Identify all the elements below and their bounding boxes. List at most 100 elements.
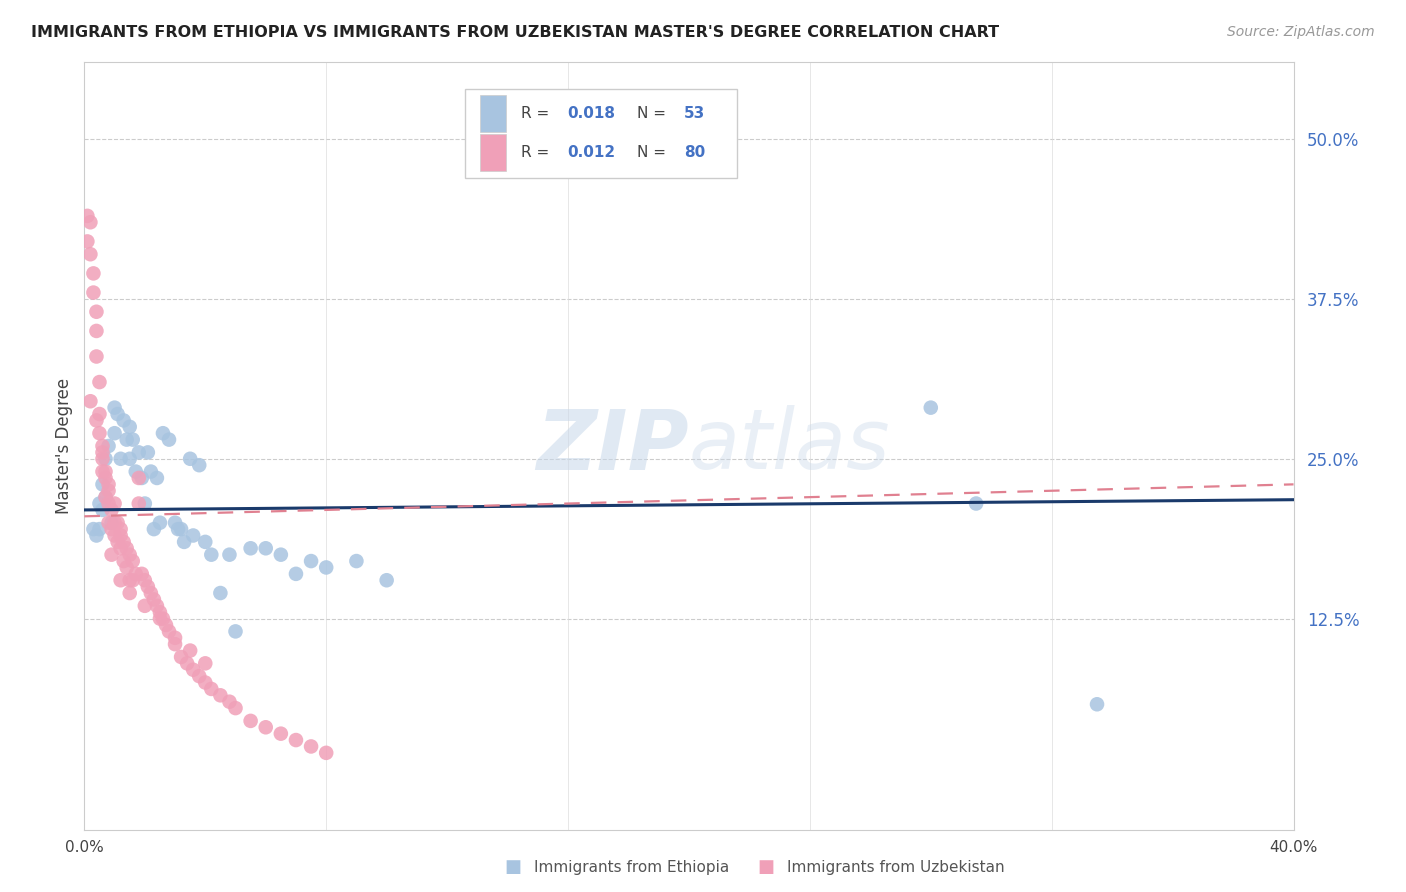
Point bbox=[218, 695, 240, 709]
Point bbox=[194, 534, 217, 549]
Point bbox=[89, 426, 111, 441]
Point bbox=[165, 516, 187, 530]
Point bbox=[94, 471, 117, 485]
Point bbox=[91, 503, 114, 517]
Point bbox=[128, 496, 150, 510]
Text: atlas: atlas bbox=[689, 406, 890, 486]
Point bbox=[285, 733, 308, 747]
Point bbox=[346, 554, 368, 568]
Point bbox=[128, 471, 150, 485]
Point bbox=[107, 534, 129, 549]
Point bbox=[104, 401, 127, 415]
Point bbox=[76, 209, 98, 223]
Point bbox=[86, 350, 108, 364]
Point bbox=[118, 548, 141, 562]
Point bbox=[134, 496, 156, 510]
Point bbox=[181, 528, 204, 542]
Point bbox=[121, 573, 143, 587]
Point bbox=[188, 669, 211, 683]
Point bbox=[112, 534, 135, 549]
Text: Immigrants from Ethiopia: Immigrants from Ethiopia bbox=[534, 860, 730, 874]
Point bbox=[239, 714, 262, 728]
Bar bbox=[479, 95, 506, 132]
Point bbox=[170, 522, 193, 536]
Point bbox=[110, 522, 132, 536]
Point bbox=[134, 573, 156, 587]
Point bbox=[94, 451, 117, 466]
Point bbox=[107, 407, 129, 421]
Point bbox=[225, 701, 247, 715]
Point bbox=[200, 681, 222, 696]
Point bbox=[173, 534, 195, 549]
Point bbox=[112, 554, 135, 568]
Point bbox=[104, 528, 127, 542]
Point bbox=[91, 477, 114, 491]
Point bbox=[315, 746, 337, 760]
Point bbox=[118, 451, 141, 466]
Point bbox=[91, 445, 114, 459]
Point bbox=[79, 394, 101, 409]
Point bbox=[176, 657, 198, 671]
Point bbox=[97, 516, 120, 530]
Point bbox=[86, 528, 108, 542]
Point bbox=[134, 599, 156, 613]
Point bbox=[125, 566, 148, 581]
Point bbox=[100, 522, 122, 536]
Point bbox=[104, 426, 127, 441]
Point bbox=[107, 516, 129, 530]
Point bbox=[110, 528, 132, 542]
Point bbox=[94, 490, 117, 504]
Point bbox=[131, 471, 153, 485]
Point bbox=[115, 433, 138, 447]
Point bbox=[121, 554, 143, 568]
Point bbox=[91, 465, 114, 479]
Point bbox=[270, 548, 292, 562]
Point bbox=[128, 445, 150, 459]
Point bbox=[91, 451, 114, 466]
Point bbox=[94, 490, 117, 504]
Point bbox=[139, 586, 162, 600]
Point bbox=[142, 522, 165, 536]
Point bbox=[86, 304, 108, 318]
Point bbox=[146, 599, 169, 613]
Point bbox=[155, 618, 177, 632]
Point bbox=[118, 573, 141, 587]
Point bbox=[209, 689, 232, 703]
Text: Source: ZipAtlas.com: Source: ZipAtlas.com bbox=[1227, 25, 1375, 39]
Point bbox=[179, 643, 201, 657]
Point bbox=[218, 548, 240, 562]
Text: 80: 80 bbox=[685, 145, 706, 160]
Point bbox=[225, 624, 247, 639]
Point bbox=[125, 465, 148, 479]
FancyBboxPatch shape bbox=[465, 89, 737, 178]
Point bbox=[170, 649, 193, 664]
Point bbox=[179, 451, 201, 466]
Text: 0.018: 0.018 bbox=[567, 106, 614, 121]
Point bbox=[920, 401, 942, 415]
Text: R =: R = bbox=[520, 106, 554, 121]
Point bbox=[152, 612, 174, 626]
Text: R =: R = bbox=[520, 145, 554, 160]
Point bbox=[239, 541, 262, 556]
Point bbox=[76, 235, 98, 249]
Point bbox=[254, 720, 277, 734]
Point bbox=[315, 560, 337, 574]
Text: ZIP: ZIP bbox=[536, 406, 689, 486]
Point bbox=[118, 586, 141, 600]
Point bbox=[149, 612, 172, 626]
Point bbox=[82, 266, 104, 280]
Point bbox=[104, 496, 127, 510]
Point bbox=[97, 439, 120, 453]
Point bbox=[254, 541, 277, 556]
Point bbox=[285, 566, 308, 581]
Text: 0.0%: 0.0% bbox=[65, 839, 104, 855]
Text: 53: 53 bbox=[685, 106, 706, 121]
Point bbox=[89, 522, 111, 536]
Point bbox=[194, 675, 217, 690]
Point bbox=[100, 516, 122, 530]
Point bbox=[299, 554, 322, 568]
Point bbox=[89, 407, 111, 421]
Point bbox=[165, 631, 187, 645]
Point bbox=[209, 586, 232, 600]
Point bbox=[181, 663, 204, 677]
